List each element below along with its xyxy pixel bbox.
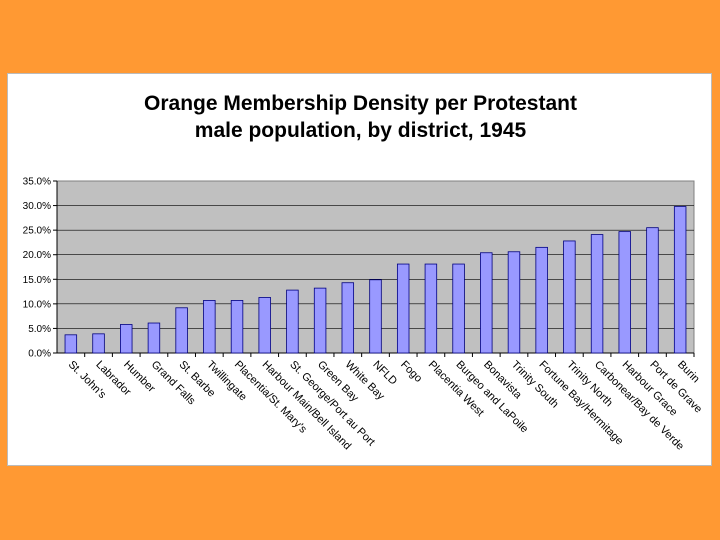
chart-title: Orange Membership Density per Protestant… <box>8 90 713 144</box>
y-tick-label: 35.0% <box>23 177 51 188</box>
bar <box>64 334 78 354</box>
bar <box>535 246 548 354</box>
chart-title-line-1: Orange Membership Density per Protestant <box>144 92 577 115</box>
bar <box>175 307 188 354</box>
bar <box>120 324 133 354</box>
bar <box>590 234 604 354</box>
bar <box>369 279 382 354</box>
bar <box>92 333 105 354</box>
y-tick-label: 0.0% <box>28 349 51 360</box>
bar <box>452 263 465 354</box>
bar <box>673 206 687 354</box>
bar <box>286 289 299 354</box>
bar <box>341 282 355 354</box>
bar <box>424 263 438 354</box>
chart-panel: Orange Membership Density per Protestant… <box>7 73 712 466</box>
y-tick-label: 5.0% <box>28 324 51 335</box>
bar <box>507 251 521 354</box>
bar <box>396 263 410 354</box>
bar <box>313 287 327 354</box>
bar <box>258 297 271 354</box>
bar <box>646 227 659 354</box>
y-tick-label: 20.0% <box>23 250 51 261</box>
bar <box>147 322 161 354</box>
y-tick-label: 25.0% <box>23 226 51 237</box>
bar <box>480 252 493 354</box>
y-tick-label: 15.0% <box>23 275 51 286</box>
bar <box>230 300 244 354</box>
x-category-label: Fogo <box>398 359 424 385</box>
bar <box>618 231 631 354</box>
y-tick-label: 30.0% <box>23 201 51 212</box>
y-tick-label: 10.0% <box>23 299 51 310</box>
bar-chart: 0.0%5.0%10.0%15.0%20.0%25.0%30.0%35.0%St… <box>23 177 705 453</box>
chart-title-line-2: male population, by district, 1945 <box>194 119 527 142</box>
bar <box>203 300 216 354</box>
bar <box>563 240 576 354</box>
